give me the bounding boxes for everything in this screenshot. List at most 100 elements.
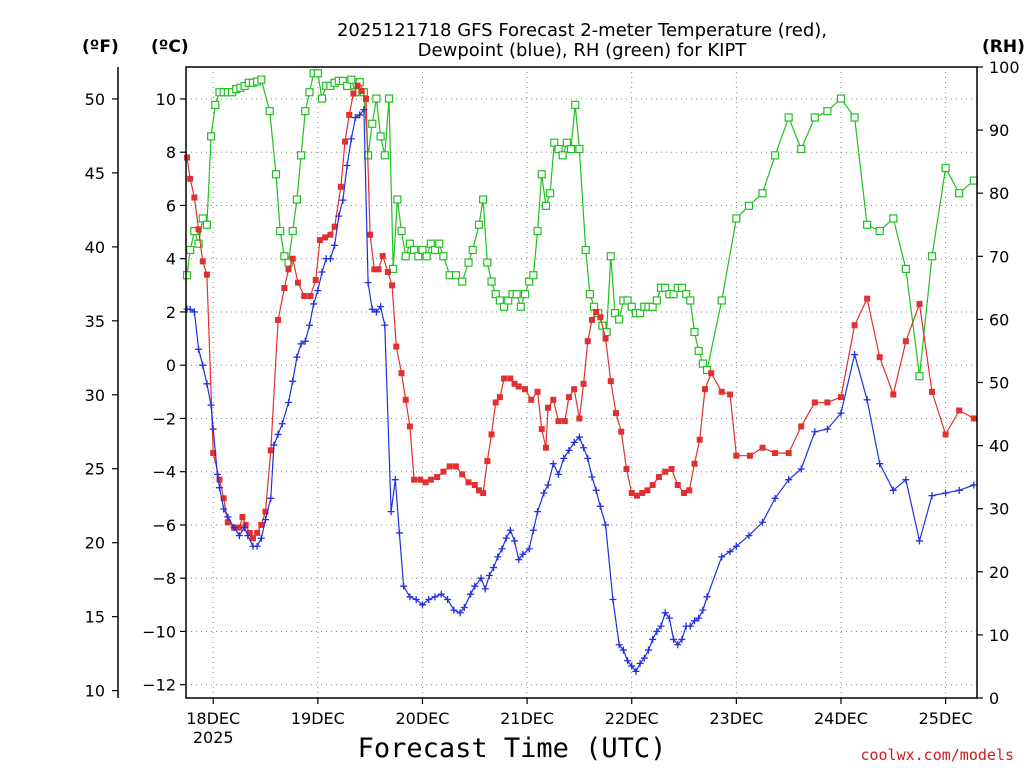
temperature-point — [422, 479, 429, 486]
dewpoint-point — [339, 196, 347, 204]
dewpoint-point — [310, 300, 318, 308]
temperature-point — [628, 489, 635, 496]
rh-point — [550, 138, 559, 147]
rh-point — [758, 189, 767, 198]
rh-point — [301, 107, 310, 116]
dewpoint-point — [534, 508, 542, 516]
rh-point — [702, 365, 712, 374]
temperature-point — [597, 314, 604, 321]
dewpoint-point — [942, 489, 950, 497]
rh-point — [554, 144, 563, 154]
dewpoint-point — [318, 268, 326, 276]
temperature-point — [411, 476, 418, 483]
temperature-point — [798, 423, 805, 430]
rh-point — [483, 258, 492, 267]
dewpoint-point — [215, 484, 223, 492]
dewpoint-series — [183, 106, 978, 675]
temperature-point — [312, 276, 319, 283]
dewpoint-point — [745, 532, 753, 540]
temperature-point — [289, 255, 296, 262]
temperature-point — [542, 444, 549, 451]
rh-point — [495, 296, 504, 305]
dewpoint-point — [244, 532, 252, 540]
dewpoint-point — [186, 305, 194, 313]
dewpoint-point — [876, 460, 884, 468]
rh-point — [836, 94, 846, 103]
dewpoint-point — [456, 609, 464, 617]
dewpoint-point — [352, 114, 359, 122]
temperature-point — [258, 521, 265, 528]
dewpoint-point — [771, 494, 779, 502]
dewpoint-point — [584, 454, 592, 462]
dewpoint-point — [224, 513, 232, 521]
rh-series — [182, 69, 978, 381]
rh-point — [694, 346, 703, 356]
celsius-tick-label: 6 — [166, 196, 176, 215]
dewpoint-point — [485, 572, 493, 580]
temperature-point — [262, 508, 269, 515]
x-tick-sublabel: 2025 — [193, 728, 234, 747]
temperature-point — [576, 415, 583, 422]
rh-point — [875, 226, 884, 236]
temperature-point — [607, 378, 614, 385]
rh-point — [409, 245, 419, 255]
temperature-point — [191, 194, 198, 201]
dewpoint-point — [267, 494, 275, 502]
temperature-point — [281, 284, 288, 291]
rh-point — [717, 296, 726, 305]
dewpoint-point — [326, 255, 334, 263]
temperature-point — [275, 316, 282, 323]
rh-point — [546, 189, 555, 198]
celsius-tick-label: 10 — [156, 90, 176, 109]
dewpoint-point — [257, 534, 265, 542]
dewpoint-point — [823, 425, 831, 433]
temperature-point — [588, 316, 595, 323]
chart-title-line2: Dewpoint (blue), RH (green) for KIPT — [418, 40, 748, 61]
rh-point — [585, 290, 594, 299]
rh-point — [211, 100, 220, 109]
celsius-tick-label: −8 — [152, 569, 176, 588]
temperature-point — [851, 322, 858, 329]
rh-point — [941, 163, 950, 173]
temperature-point — [267, 447, 274, 454]
temperature-point — [195, 226, 202, 233]
temperature-point — [492, 399, 499, 406]
dewpoint-point — [305, 321, 313, 329]
dewpoint-point — [490, 564, 498, 572]
celsius-tick-label: 4 — [166, 250, 176, 269]
dewpoint-point — [732, 542, 740, 550]
rh-point — [669, 290, 678, 299]
rh-tick-label: 70 — [989, 247, 1009, 266]
temperature-point — [337, 183, 344, 190]
temperature-point — [696, 436, 703, 443]
rh-point — [566, 144, 576, 154]
rh-point — [682, 290, 691, 299]
rh-point — [430, 245, 440, 255]
dewpoint-point — [619, 646, 627, 654]
temperature-point — [484, 458, 491, 465]
celsius-tick-label: −2 — [152, 409, 176, 428]
temperature-point — [446, 463, 453, 470]
temperature-point — [511, 380, 518, 387]
temperature-point — [452, 463, 459, 470]
dewpoint-point — [797, 465, 805, 473]
temperature-point — [649, 482, 656, 489]
dewpoint-point — [190, 308, 198, 316]
dewpoint-point — [395, 529, 403, 537]
celsius-axis: −12 −10 −8 −6 −4 −2 0 2 4 6 8 10 — [142, 90, 186, 695]
rh-tick-label: 40 — [989, 437, 1009, 456]
dewpoint-point — [665, 614, 673, 622]
temperature-point — [876, 354, 883, 361]
rh-point — [376, 132, 385, 141]
rh-point — [276, 226, 285, 236]
temperature-point — [522, 386, 528, 393]
temperature-point — [701, 386, 708, 393]
temperature-series — [184, 82, 977, 542]
rh-point — [474, 220, 484, 229]
temperature-point — [561, 418, 568, 425]
rh-point — [479, 195, 488, 204]
temperature-point — [203, 271, 210, 278]
rh-tick-label: 30 — [989, 500, 1009, 519]
x-tick-label: 21DEC — [500, 709, 554, 728]
temperature-point — [708, 370, 715, 377]
